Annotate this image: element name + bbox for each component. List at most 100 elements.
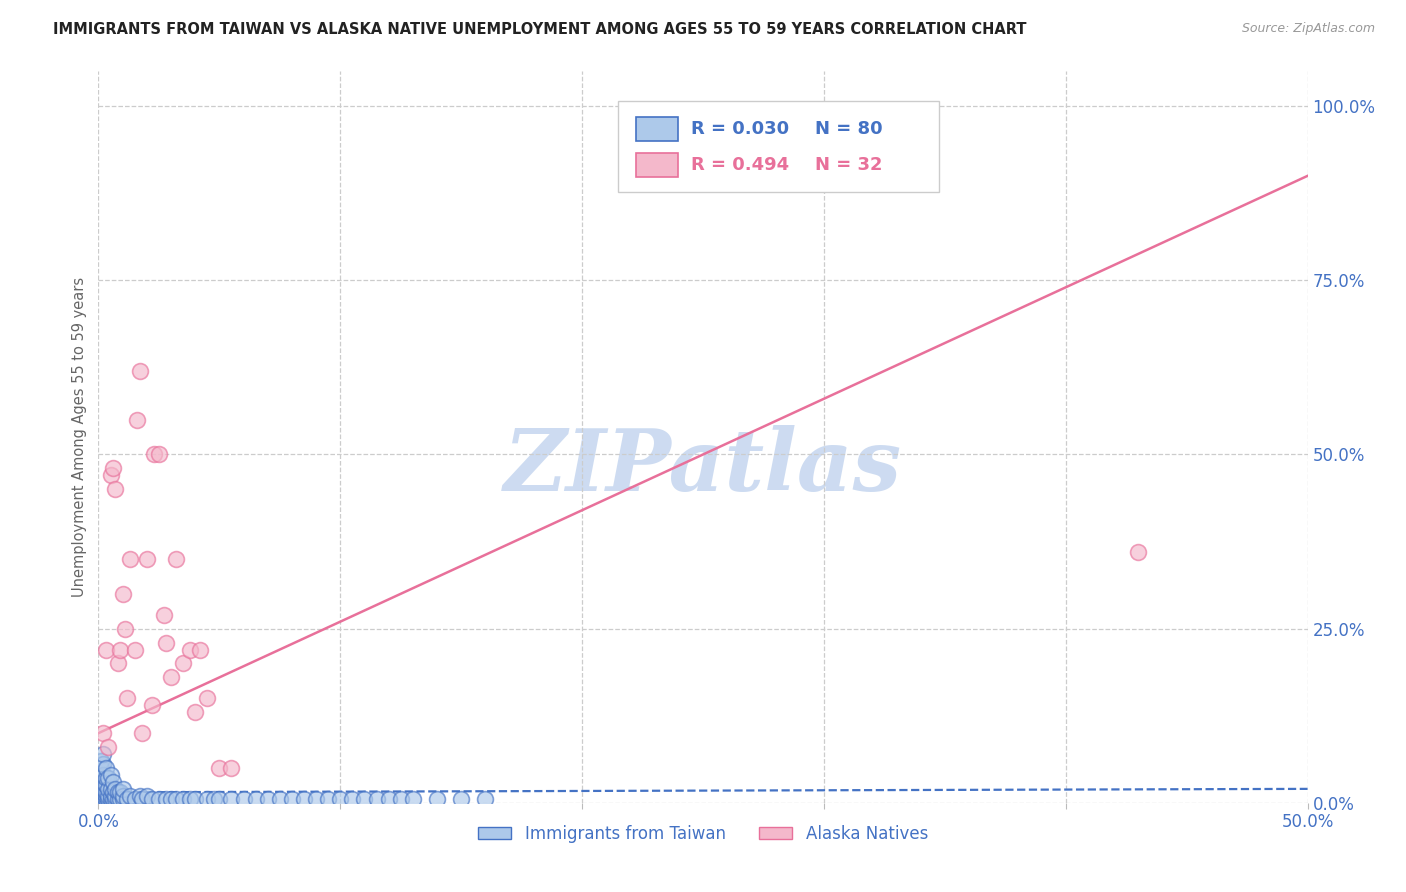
Point (90, 754, 112, 768)
Point (184, 705, 207, 719)
Point (118, 552, 141, 566)
Point (90, 781, 112, 796)
FancyBboxPatch shape (637, 153, 678, 177)
Point (111, 781, 134, 796)
Text: R = 0.494: R = 0.494 (690, 156, 789, 174)
Point (245, 792, 267, 806)
Point (148, 448, 170, 462)
Point (152, 607, 174, 622)
Point (208, 761, 231, 775)
Point (94, 785, 117, 799)
Point (108, 792, 131, 806)
Point (94, 761, 117, 775)
Point (366, 792, 388, 806)
Point (269, 792, 291, 806)
Point (104, 483, 127, 497)
Point (179, 642, 201, 657)
Point (117, 792, 139, 806)
Point (107, 785, 129, 799)
Legend: Immigrants from Taiwan, Alaska Natives: Immigrants from Taiwan, Alaska Natives (471, 818, 935, 849)
Point (91, 792, 114, 806)
Point (111, 587, 134, 601)
Point (90, 761, 112, 775)
Point (292, 792, 315, 806)
Point (97, 740, 120, 755)
Point (94, 778, 117, 792)
Point (108, 642, 131, 657)
Text: N = 80: N = 80 (815, 120, 883, 138)
Point (100, 789, 122, 803)
Point (97, 781, 120, 796)
Point (221, 761, 243, 775)
Point (90, 789, 112, 803)
Point (111, 789, 134, 803)
Point (474, 792, 496, 806)
Point (90, 768, 112, 782)
Point (91, 785, 114, 799)
Point (94, 772, 117, 786)
Point (100, 468, 122, 483)
Point (389, 792, 412, 806)
Point (94, 642, 117, 657)
Point (135, 789, 157, 803)
Point (221, 792, 243, 806)
Point (195, 792, 218, 806)
Text: Source: ZipAtlas.com: Source: ZipAtlas.com (1241, 22, 1375, 36)
Point (353, 792, 375, 806)
Point (107, 792, 129, 806)
Text: N = 32: N = 32 (815, 156, 883, 174)
Point (97, 789, 120, 803)
Point (91, 747, 114, 761)
Point (172, 657, 194, 671)
Point (94, 789, 117, 803)
Point (90, 775, 112, 789)
Point (124, 792, 146, 806)
Point (91, 726, 114, 740)
Point (342, 792, 364, 806)
Point (114, 622, 136, 636)
Point (111, 792, 134, 806)
Point (91, 768, 114, 782)
Point (118, 789, 141, 803)
Point (91, 789, 114, 803)
Point (188, 642, 211, 657)
Point (232, 792, 254, 806)
Point (195, 691, 218, 706)
Point (131, 792, 153, 806)
Y-axis label: Unemployment Among Ages 55 to 59 years: Unemployment Among Ages 55 to 59 years (72, 277, 87, 597)
Point (143, 448, 166, 462)
Point (135, 552, 157, 566)
Point (91, 775, 114, 789)
Point (426, 792, 449, 806)
Point (160, 792, 183, 806)
Point (281, 792, 304, 806)
Point (131, 726, 153, 740)
Point (141, 698, 163, 713)
Point (160, 670, 183, 684)
Point (101, 785, 124, 799)
Point (94, 792, 117, 806)
Point (316, 792, 339, 806)
Point (100, 792, 122, 806)
Point (100, 781, 122, 796)
Point (204, 792, 226, 806)
Point (148, 792, 170, 806)
Point (90, 785, 112, 799)
Text: IMMIGRANTS FROM TAIWAN VS ALASKA NATIVE UNEMPLOYMENT AMONG AGES 55 TO 59 YEARS C: IMMIGRANTS FROM TAIWAN VS ALASKA NATIVE … (53, 22, 1026, 37)
Point (305, 792, 328, 806)
Point (90, 792, 112, 806)
Point (208, 792, 231, 806)
Point (101, 792, 124, 806)
FancyBboxPatch shape (637, 118, 678, 141)
Point (165, 792, 187, 806)
Point (101, 461, 124, 475)
Point (90, 778, 112, 792)
FancyBboxPatch shape (619, 101, 939, 192)
Text: ZIPatlas: ZIPatlas (503, 425, 903, 508)
Point (124, 642, 146, 657)
Point (97, 772, 120, 786)
Point (402, 792, 425, 806)
Point (155, 635, 177, 649)
Point (184, 792, 207, 806)
Point (1128, 545, 1150, 559)
